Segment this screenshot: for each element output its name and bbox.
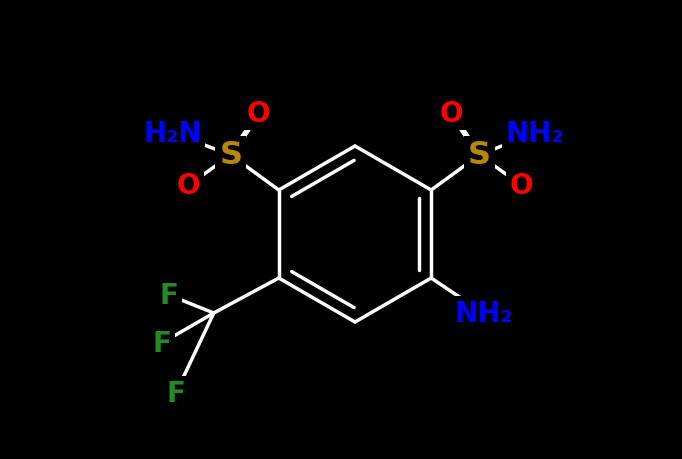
- Text: S: S: [220, 140, 242, 171]
- Text: S: S: [468, 140, 491, 171]
- Text: F: F: [160, 281, 178, 309]
- Text: O: O: [247, 100, 271, 128]
- Text: F: F: [152, 329, 171, 357]
- Text: F: F: [166, 379, 186, 407]
- Text: O: O: [509, 172, 533, 200]
- Text: H₂N: H₂N: [144, 120, 202, 148]
- Text: NH₂: NH₂: [505, 120, 563, 148]
- Text: O: O: [177, 172, 201, 200]
- Text: O: O: [439, 100, 463, 128]
- Text: NH₂: NH₂: [454, 299, 512, 327]
